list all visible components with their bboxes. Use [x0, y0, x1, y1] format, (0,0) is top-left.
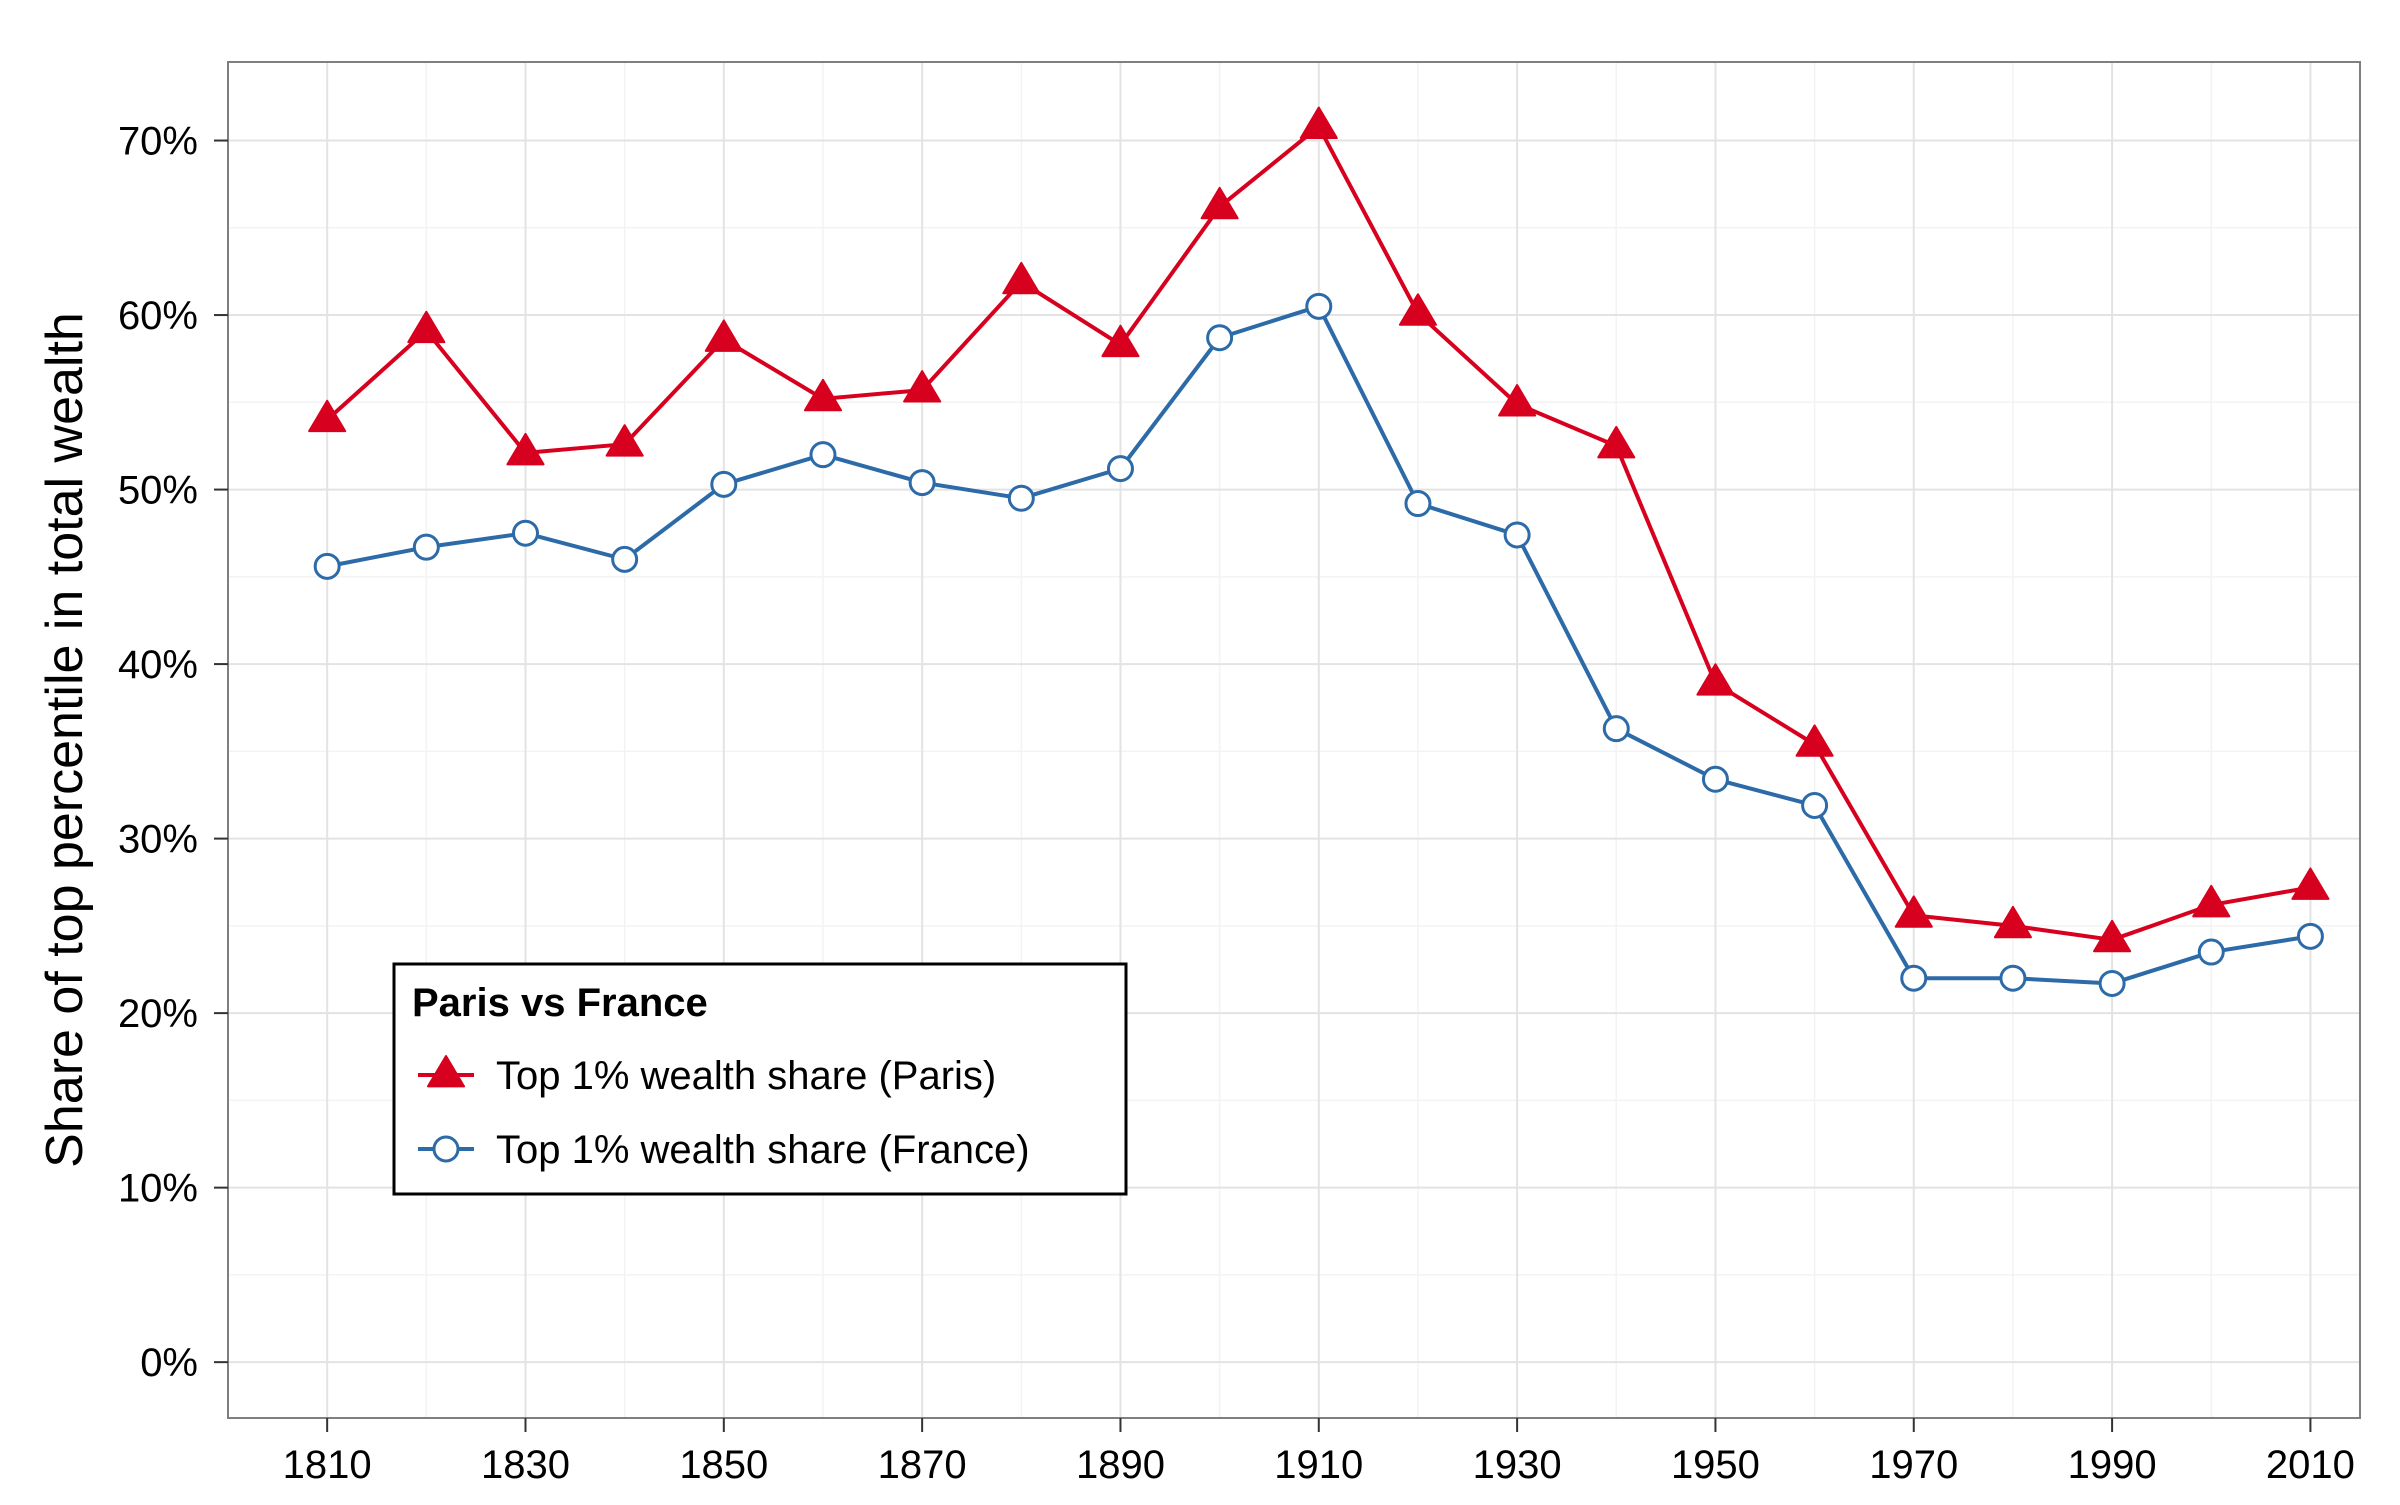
data-point: [1597, 425, 1636, 459]
data-point: [2093, 919, 2132, 953]
data-point: [1299, 106, 1338, 139]
legend-items: Top 1% wealth share (Paris) Top 1% wealth…: [418, 1054, 1030, 1172]
data-point: [1002, 261, 1041, 295]
data-point: [903, 370, 942, 403]
legend-label: Top 1% wealth share (Paris): [496, 1054, 996, 1098]
data-point: [605, 424, 644, 457]
data-point: [2192, 884, 2231, 918]
data-point: [1101, 324, 1140, 358]
x-tick-label: 1950: [1671, 1443, 1760, 1487]
data-point: [1602, 715, 1630, 743]
data-point: [611, 545, 639, 573]
data-series: [308, 106, 2330, 997]
data-point: [1701, 765, 1729, 793]
legend-title: Paris vs France: [412, 981, 708, 1025]
y-tick-label: 50%: [118, 469, 198, 513]
data-point: [1007, 484, 1035, 512]
data-point: [506, 432, 545, 466]
data-point: [1900, 964, 1928, 992]
y-tick-label: 30%: [118, 818, 198, 862]
x-tick-label: 1910: [1274, 1443, 1363, 1487]
data-point: [1795, 724, 1834, 757]
data-point: [511, 519, 539, 547]
y-tick-label: 20%: [118, 992, 198, 1036]
data-point: [412, 533, 440, 561]
series-france: [313, 292, 2324, 997]
y-tick-label: 60%: [118, 294, 198, 338]
legend: Paris vs France Top 1% wealth share (Par…: [392, 962, 1128, 1196]
data-point: [2197, 938, 2225, 966]
data-point: [1398, 293, 1438, 326]
data-point: [1993, 905, 2032, 939]
legend-item: Top 1% wealth share (Paris): [418, 1054, 996, 1098]
data-point: [908, 469, 936, 497]
data-point: [1801, 791, 1829, 819]
data-point: [1106, 455, 1134, 483]
x-tick-label: 1890: [1076, 1443, 1165, 1487]
y-tick-label: 70%: [118, 120, 198, 164]
series-paris: [308, 106, 2330, 953]
legend-marker-swatch: [432, 1135, 460, 1163]
data-point: [1696, 663, 1735, 696]
data-point: [1503, 521, 1531, 549]
y-tick-label: 0%: [140, 1341, 198, 1385]
plot-panel-border: [227, 61, 2361, 1419]
data-point: [809, 441, 837, 469]
y-tick-label: 40%: [118, 643, 198, 687]
data-point: [803, 378, 843, 412]
data-point: [2291, 867, 2330, 900]
axes: 1810 1830 1850 1870 1890 1910 1930 1950 1970 1990…: [118, 120, 2355, 1487]
legend-label: Top 1% wealth share (France): [496, 1128, 1030, 1172]
data-point: [1999, 964, 2027, 992]
data-point: [1206, 324, 1234, 352]
x-tick-label: 1870: [878, 1443, 967, 1487]
data-point: [1498, 384, 1537, 417]
x-tick-label: 1830: [481, 1443, 570, 1487]
legend-item: Top 1% wealth share (France): [418, 1128, 1030, 1172]
data-point: [704, 319, 743, 352]
data-point: [308, 399, 347, 433]
y-axis-title: Share of top percentile in total wealth: [36, 312, 94, 1168]
x-tick-label: 2010: [2266, 1443, 2355, 1487]
data-point: [1305, 292, 1333, 320]
data-point: [313, 552, 341, 580]
legend-marker-swatch: [426, 1055, 466, 1088]
x-tick-label: 1990: [2068, 1443, 2157, 1487]
x-tick-label: 1810: [283, 1443, 372, 1487]
x-tick-label: 1970: [1869, 1443, 1958, 1487]
data-point: [2296, 922, 2324, 950]
data-point: [1200, 186, 1239, 220]
data-point: [407, 310, 446, 344]
data-point: [2098, 969, 2126, 997]
x-tick-label: 1930: [1473, 1443, 1562, 1487]
data-point: [1404, 490, 1432, 518]
data-point: [710, 470, 738, 498]
data-point: [1894, 895, 1933, 928]
y-tick-label: 10%: [118, 1167, 198, 1211]
x-tick-label: 1850: [679, 1443, 768, 1487]
legend-box: [392, 962, 1128, 1196]
